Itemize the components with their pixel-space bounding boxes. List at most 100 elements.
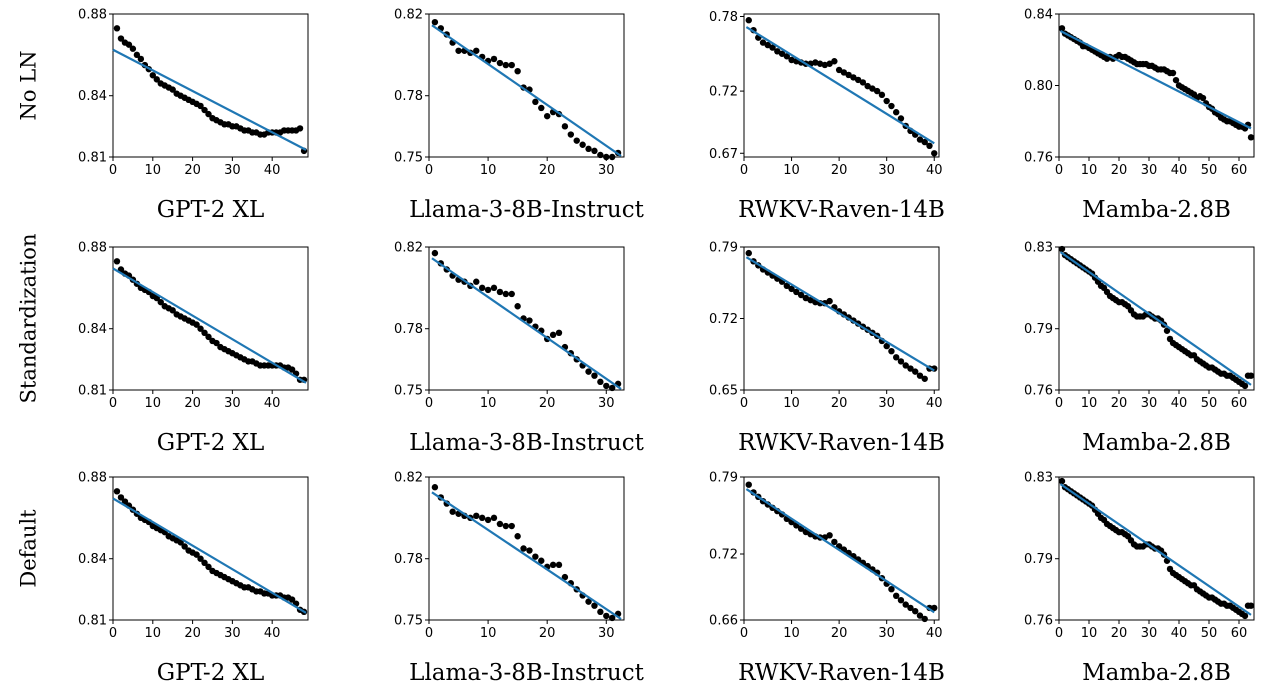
y-tick-label: 0.84 bbox=[78, 322, 107, 337]
data-point bbox=[892, 109, 900, 116]
data-point bbox=[478, 284, 486, 292]
data-point bbox=[579, 141, 586, 148]
data-point bbox=[591, 602, 598, 609]
x-tick-label: 10 bbox=[783, 396, 800, 411]
fit-line bbox=[112, 48, 307, 151]
y-tick-label: 0.72 bbox=[709, 85, 738, 100]
x-tick-label: 30 bbox=[224, 163, 241, 178]
data-point bbox=[921, 615, 928, 623]
data-point bbox=[869, 85, 876, 92]
data-point bbox=[502, 522, 510, 530]
data-point bbox=[508, 522, 515, 530]
subplot: 0 10 20 30 0.75 0.78 0.82 Llama-3-8B-Instruct bbox=[394, 471, 645, 687]
x-tick-label: 0 bbox=[425, 396, 433, 411]
data-point bbox=[555, 329, 563, 336]
data-point bbox=[514, 533, 521, 540]
data-point bbox=[484, 286, 492, 294]
data-point bbox=[213, 339, 220, 347]
fit-line bbox=[745, 26, 935, 145]
data-point bbox=[603, 382, 610, 390]
data-point bbox=[288, 596, 296, 603]
x-tick-label: 40 bbox=[264, 163, 281, 178]
data-point bbox=[883, 342, 890, 350]
data-point bbox=[149, 72, 156, 79]
data-point bbox=[201, 559, 208, 566]
x-tick-label: 20 bbox=[184, 396, 201, 411]
data-point bbox=[745, 17, 752, 24]
data-point bbox=[608, 153, 616, 161]
data-point bbox=[608, 614, 616, 622]
y-tick-label: 0.78 bbox=[394, 89, 423, 104]
y-tick-label: 0.81 bbox=[78, 384, 107, 399]
x-tick-label: 20 bbox=[539, 626, 556, 641]
data-point bbox=[526, 317, 533, 324]
subplot-title: Llama-3-8B-Instruct bbox=[409, 197, 644, 223]
data-point bbox=[845, 71, 852, 79]
data-point bbox=[1058, 245, 1066, 253]
data-point bbox=[597, 608, 604, 616]
data-point bbox=[826, 297, 833, 305]
data-point bbox=[496, 288, 504, 296]
data-point bbox=[745, 481, 752, 488]
data-point bbox=[431, 18, 439, 26]
data-point bbox=[484, 516, 492, 524]
data-point bbox=[296, 125, 304, 132]
subplot: 0 10 20 30 40 0.81 0.84 0.88 GPT-2 XL bbox=[78, 241, 309, 456]
data-point bbox=[514, 303, 521, 310]
data-point bbox=[745, 249, 752, 257]
y-tick-label: 0.84 bbox=[78, 89, 107, 104]
x-tick-label: 30 bbox=[1141, 626, 1158, 641]
data-point bbox=[508, 290, 515, 298]
data-point bbox=[431, 249, 439, 257]
data-point bbox=[113, 258, 121, 265]
x-tick-label: 40 bbox=[926, 396, 943, 411]
y-tick-label: 0.67 bbox=[709, 147, 738, 162]
subplot-title: RWKV-Raven-14B bbox=[738, 197, 945, 223]
x-tick-label: 40 bbox=[1171, 626, 1188, 641]
y-tick-label: 0.72 bbox=[709, 548, 738, 563]
fit-line bbox=[431, 257, 622, 390]
data-point bbox=[831, 538, 838, 546]
subplot: 0 10 20 30 40 0.81 0.84 0.88 GPT-2 XL bbox=[78, 8, 309, 223]
y-tick-label: 0.72 bbox=[709, 312, 738, 327]
data-point bbox=[585, 145, 592, 153]
data-point bbox=[543, 112, 551, 120]
data-point bbox=[1172, 76, 1180, 84]
data-point bbox=[892, 354, 900, 361]
data-point bbox=[1241, 612, 1249, 620]
y-tick-label: 0.88 bbox=[78, 8, 107, 23]
subplot: 0 10 20 30 40 0.81 0.84 0.88 GPT-2 XL bbox=[78, 471, 309, 686]
data-point bbox=[117, 35, 125, 42]
data-point bbox=[1241, 382, 1249, 390]
x-tick-label: 10 bbox=[480, 626, 497, 641]
data-point bbox=[1163, 327, 1171, 334]
plot-frame bbox=[428, 13, 625, 158]
plot-frame bbox=[1058, 246, 1255, 391]
fit-line bbox=[745, 256, 935, 372]
data-point bbox=[878, 91, 886, 99]
y-tick-label: 0.79 bbox=[1024, 552, 1053, 567]
data-point bbox=[201, 329, 208, 336]
data-point bbox=[478, 514, 486, 522]
data-point bbox=[1058, 25, 1066, 32]
subplot: 0 10 20 30 40 50 60 0.76 0.79 0.83 Mamba-2.8B bbox=[1024, 241, 1255, 456]
x-tick-label: 30 bbox=[1141, 163, 1158, 178]
data-point bbox=[921, 138, 928, 146]
data-point bbox=[1199, 94, 1207, 102]
data-point bbox=[916, 612, 924, 619]
y-tick-label: 0.88 bbox=[78, 471, 107, 486]
subplot: 0 10 20 30 40 0.66 0.72 0.79 RWKV-Raven-14B bbox=[709, 471, 945, 687]
data-point bbox=[931, 150, 938, 157]
data-point bbox=[129, 45, 137, 52]
data-point bbox=[197, 102, 204, 110]
data-point bbox=[532, 98, 539, 106]
data-point bbox=[549, 561, 557, 569]
x-tick-label: 30 bbox=[598, 163, 615, 178]
data-point bbox=[490, 55, 498, 63]
data-point bbox=[591, 147, 598, 155]
x-tick-label: 30 bbox=[1141, 396, 1158, 411]
data-point bbox=[502, 61, 510, 69]
subplot-title: Mamba-2.8B bbox=[1082, 197, 1231, 223]
data-point bbox=[916, 372, 924, 379]
x-tick-label: 20 bbox=[539, 163, 556, 178]
